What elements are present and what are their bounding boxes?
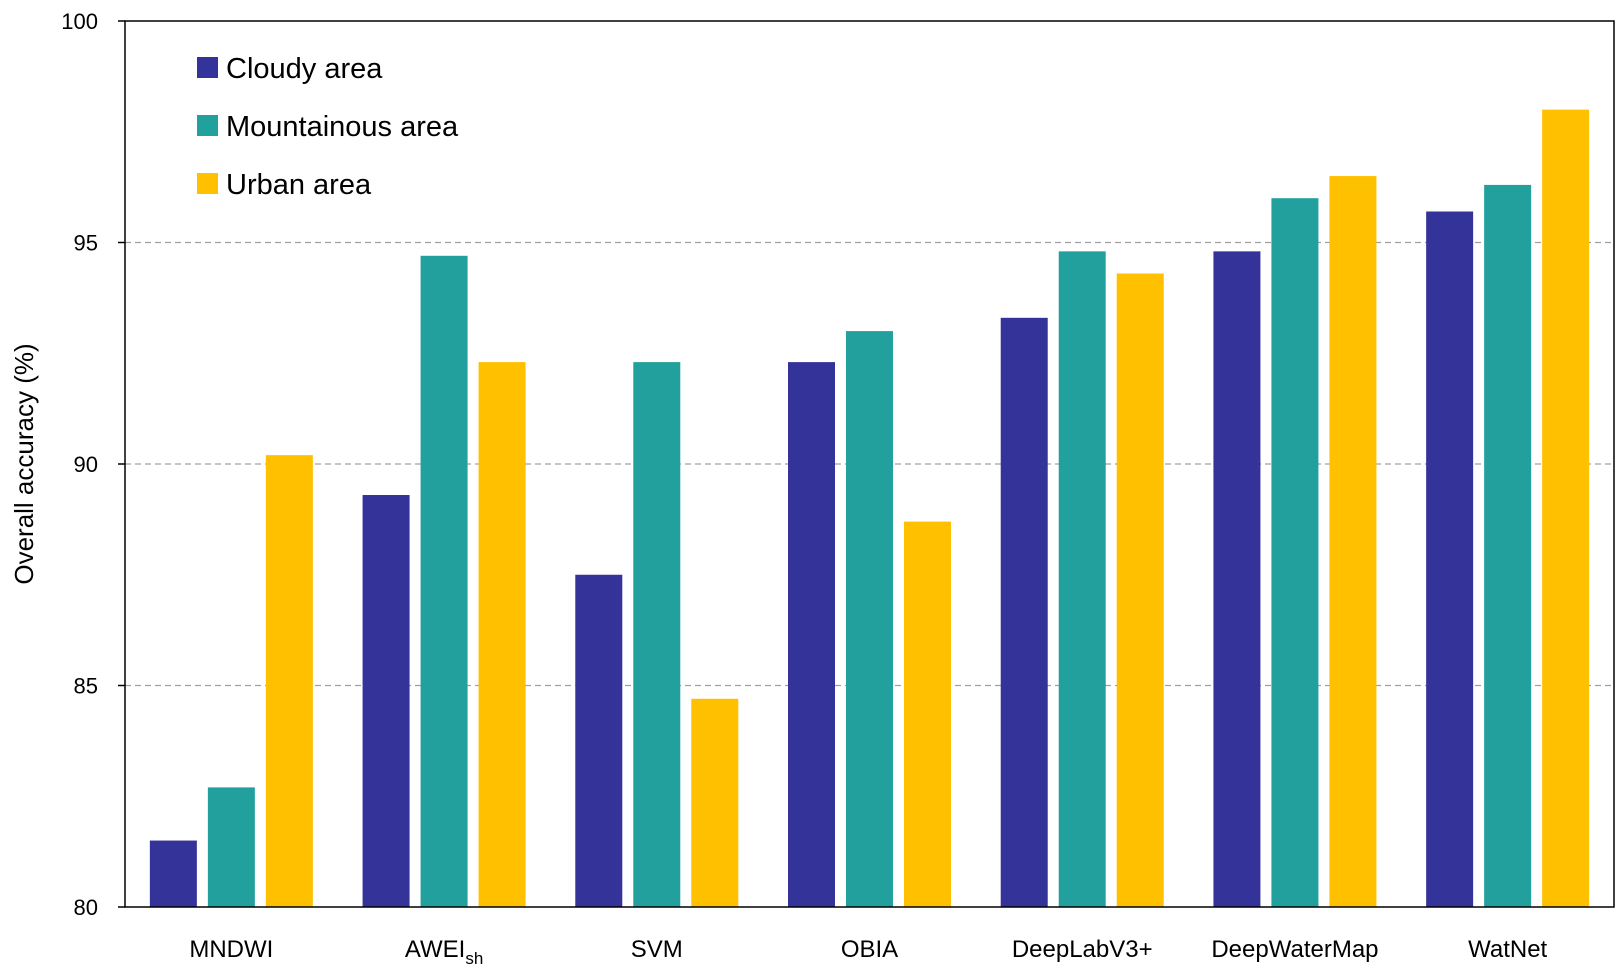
y-tick-label: 80 <box>74 895 98 920</box>
bars <box>149 109 1590 908</box>
bar-DeepLabV3+-mountainous-area <box>1058 251 1106 908</box>
bar-MNDWI-urban-area <box>265 455 313 907</box>
bar-OBIA-cloudy-area <box>788 362 835 907</box>
x-category-label-main: OBIA <box>841 936 898 963</box>
y-axis-ticks: 80 85 90 95 100 <box>61 9 125 920</box>
x-category-label: DeepLabV3+ <box>1012 936 1153 963</box>
bar-DeepLabV3+-urban-area <box>1116 273 1164 907</box>
x-category-label: OBIA <box>841 936 898 963</box>
bar-DeepWaterMap-mountainous-area <box>1271 198 1319 907</box>
y-tick-label: 95 <box>74 231 98 256</box>
legend-label: Urban area <box>226 169 372 201</box>
bar-DeepLabV3+-cloudy-area <box>1000 317 1048 907</box>
bar-SVM-mountainous-area <box>633 362 681 907</box>
legend-label: Mountainous area <box>226 111 459 143</box>
bar-WatNet-cloudy-area <box>1426 211 1474 908</box>
x-category-label-main: DeepWaterMap <box>1211 936 1378 963</box>
bar-AWEIsh-mountainous-area <box>420 255 468 908</box>
y-axis-title: Overall accuracy (%) <box>9 343 39 584</box>
bar-MNDWI-mountainous-area <box>207 787 255 907</box>
legend: Cloudy area Mountainous area Urban area <box>197 53 459 201</box>
legend-swatch <box>197 173 218 194</box>
bar-AWEIsh-cloudy-area <box>362 495 410 907</box>
bar-DeepWaterMap-urban-area <box>1329 176 1377 908</box>
bar-OBIA-urban-area <box>904 521 951 907</box>
x-category-label-subscript: sh <box>465 949 483 968</box>
x-category-label: WatNet <box>1468 936 1547 963</box>
bar-DeepWaterMap-cloudy-area <box>1213 251 1261 908</box>
x-category-label-main: SVM <box>631 936 683 963</box>
x-category-label-main: DeepLabV3+ <box>1012 936 1153 963</box>
bar-AWEIsh-urban-area <box>478 362 526 907</box>
x-category-label: MNDWI <box>189 936 273 963</box>
y-tick-label: 90 <box>74 452 98 477</box>
x-category-label: AWEIsh <box>405 936 483 968</box>
y-tick-label: 100 <box>61 9 98 34</box>
y-tick-label: 85 <box>74 674 98 699</box>
bar-OBIA-mountainous-area <box>846 331 893 908</box>
bar-MNDWI-cloudy-area <box>149 840 197 907</box>
legend-swatch <box>197 57 218 78</box>
x-axis-labels: MNDWI AWEIsh SVM OBIA DeepLabV3+ DeepWaterMap… <box>189 936 1547 968</box>
legend-label: Cloudy area <box>226 53 383 85</box>
x-category-label-main: WatNet <box>1468 936 1547 963</box>
legend-swatch <box>197 115 218 136</box>
x-category-label: SVM <box>631 936 683 963</box>
bar-WatNet-mountainous-area <box>1484 184 1532 907</box>
bar-SVM-cloudy-area <box>575 574 623 907</box>
bar-SVM-urban-area <box>691 698 739 907</box>
x-category-label-main: MNDWI <box>189 936 273 963</box>
x-category-label-main: AWEI <box>405 936 465 963</box>
bar-WatNet-urban-area <box>1542 109 1590 908</box>
x-category-label: DeepWaterMap <box>1211 936 1378 963</box>
